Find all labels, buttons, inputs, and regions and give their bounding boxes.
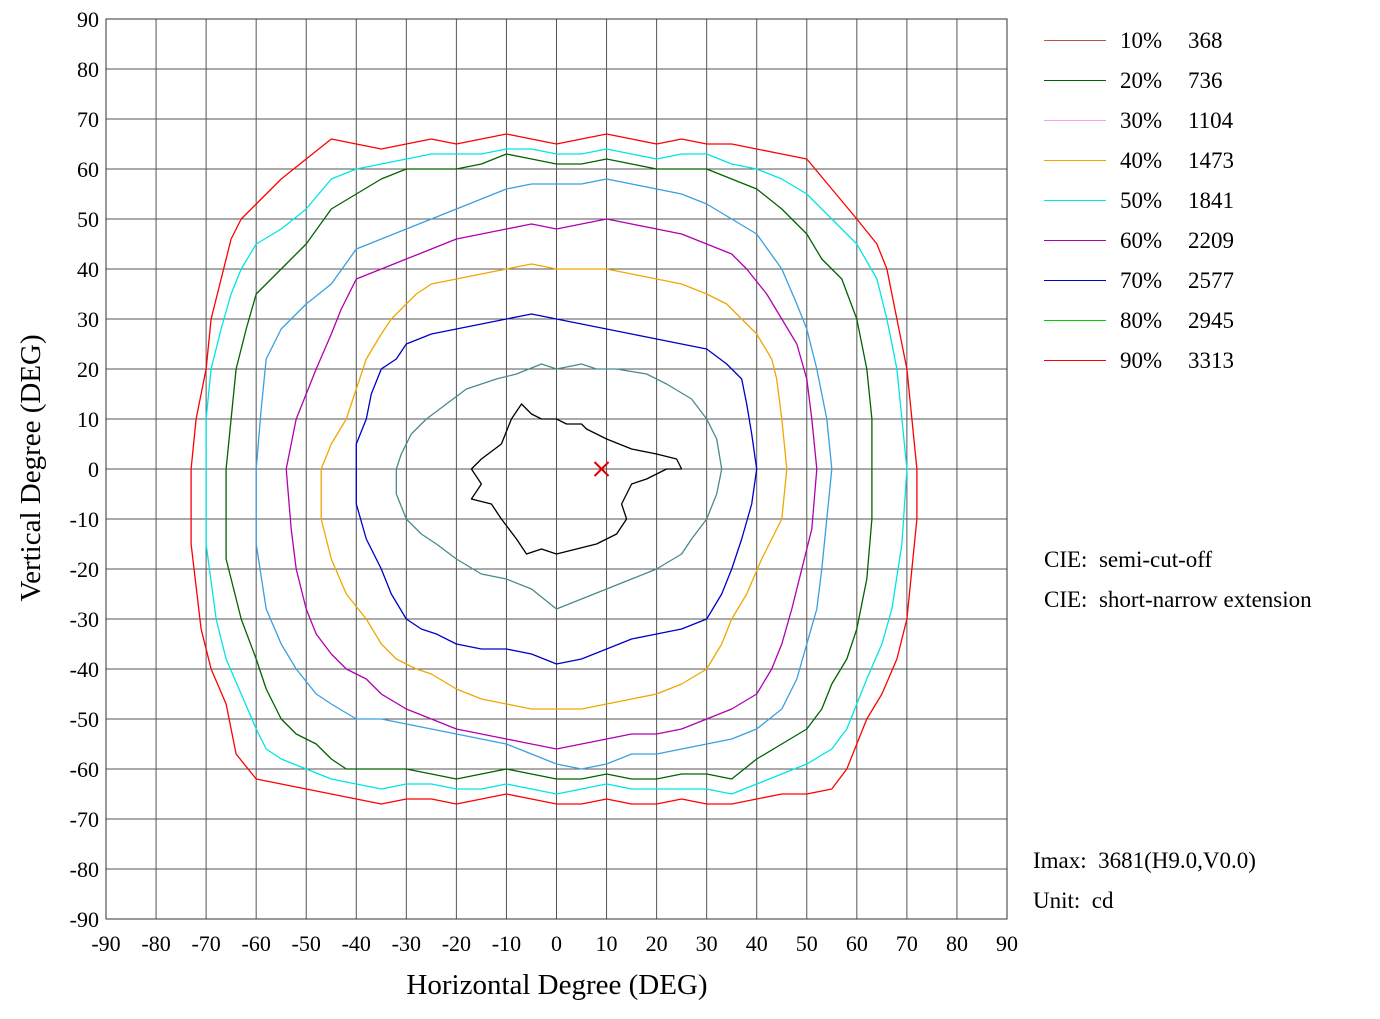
- y-tick-label: -80: [70, 857, 99, 882]
- x-tick-label: 70: [896, 931, 918, 956]
- y-tick-label: -40: [70, 657, 99, 682]
- legend-value: 2577: [1188, 268, 1234, 293]
- x-tick-label: -80: [141, 931, 170, 956]
- x-tick-label: -20: [442, 931, 471, 956]
- y-tick-label: -90: [70, 907, 99, 932]
- legend-value: 1104: [1188, 108, 1234, 133]
- cie-classification-1: CIE: semi-cut-off: [1044, 547, 1213, 572]
- y-tick-label: -20: [70, 557, 99, 582]
- y-tick-label: 90: [77, 7, 99, 32]
- legend-value: 736: [1188, 68, 1223, 93]
- contour-line: [225, 153, 873, 780]
- y-tick-label: 20: [77, 357, 99, 382]
- x-tick-label: -90: [91, 931, 120, 956]
- cie-classification-2: CIE: short-narrow extension: [1044, 587, 1312, 612]
- contour-line: [205, 148, 908, 795]
- legend-swatch: [1044, 40, 1106, 41]
- legend-swatch: [1044, 200, 1106, 201]
- plot-frame: [105, 18, 1008, 920]
- x-tick-label: 0: [551, 931, 562, 956]
- contour-line: [355, 313, 758, 665]
- x-tick-label: 30: [696, 931, 718, 956]
- imax-readout: Imax: 3681(H9.0,V0.0): [1033, 848, 1256, 873]
- legend-value: 3313: [1188, 348, 1234, 373]
- y-tick-label: 60: [77, 157, 99, 182]
- legend-value: 1473: [1188, 148, 1234, 173]
- contour-line: [190, 133, 918, 805]
- y-tick-label: 10: [77, 407, 99, 432]
- legend-percent: 50%: [1120, 188, 1163, 213]
- legend-percent: 90%: [1120, 348, 1163, 373]
- max-intensity-layer: [593, 461, 610, 477]
- x-tick-label: 10: [596, 931, 618, 956]
- y-tick-label: -70: [70, 807, 99, 832]
- y-tick-label: -30: [70, 607, 99, 632]
- contour-line: [470, 403, 683, 555]
- legend-percent: 20%: [1120, 68, 1163, 93]
- contour-line: [395, 363, 723, 610]
- x-tick-label: 50: [796, 931, 818, 956]
- x-tick-label: 40: [746, 931, 768, 956]
- legend-swatch: [1044, 320, 1106, 321]
- contour-line: [320, 263, 788, 710]
- contour-line: [255, 178, 833, 770]
- y-tick-label: 80: [77, 57, 99, 82]
- contour-line: [285, 218, 818, 750]
- legend-value: 1841: [1188, 188, 1234, 213]
- legend-percent: 70%: [1120, 268, 1163, 293]
- legend-value: 368: [1188, 28, 1223, 53]
- legend-percent: 40%: [1120, 148, 1163, 173]
- x-tick-label: 90: [996, 931, 1018, 956]
- legend-value: 2209: [1188, 228, 1234, 253]
- y-tick-label: -60: [70, 757, 99, 782]
- legend-percent: 30%: [1120, 108, 1163, 133]
- x-tick-label: -10: [492, 931, 521, 956]
- y-tick-label: -50: [70, 707, 99, 732]
- legend-percent: 60%: [1120, 228, 1163, 253]
- axis-ticks: -90 -80 -70 -60 -50 -40 -30 -20 -10 0 10 20 30 40 50 60…: [70, 7, 1018, 956]
- y-tick-label: 50: [77, 207, 99, 232]
- legend-swatch: [1044, 280, 1106, 281]
- x-tick-label: -50: [292, 931, 321, 956]
- legend-value: 2945: [1188, 308, 1234, 333]
- x-tick-label: 80: [946, 931, 968, 956]
- y-axis-title: Vertical Degree (DEG): [15, 334, 47, 602]
- y-tick-label: -10: [70, 507, 99, 532]
- legend-swatch: [1044, 360, 1106, 361]
- x-axis-title: Horizontal Degree (DEG): [406, 969, 708, 1001]
- y-tick-label: 0: [88, 457, 99, 482]
- legend-percent: 10%: [1120, 28, 1163, 53]
- y-tick-label: 70: [77, 107, 99, 132]
- y-tick-label: 40: [77, 257, 99, 282]
- x-tick-label: -70: [191, 931, 220, 956]
- y-tick-label: 30: [77, 307, 99, 332]
- max-intensity-marker: [593, 461, 610, 477]
- legend-swatch: [1044, 160, 1106, 161]
- legend-swatch: [1044, 120, 1106, 121]
- contour-series: [190, 133, 918, 805]
- x-tick-label: -40: [342, 931, 371, 956]
- legend-swatch: [1044, 240, 1106, 241]
- legend-swatch: [1044, 80, 1106, 81]
- x-tick-label: 60: [846, 931, 868, 956]
- x-tick-label: -60: [242, 931, 271, 956]
- x-tick-label: 20: [646, 931, 668, 956]
- legend-percent: 80%: [1120, 308, 1163, 333]
- x-tick-label: -30: [392, 931, 421, 956]
- unit-readout: Unit: cd: [1033, 888, 1114, 913]
